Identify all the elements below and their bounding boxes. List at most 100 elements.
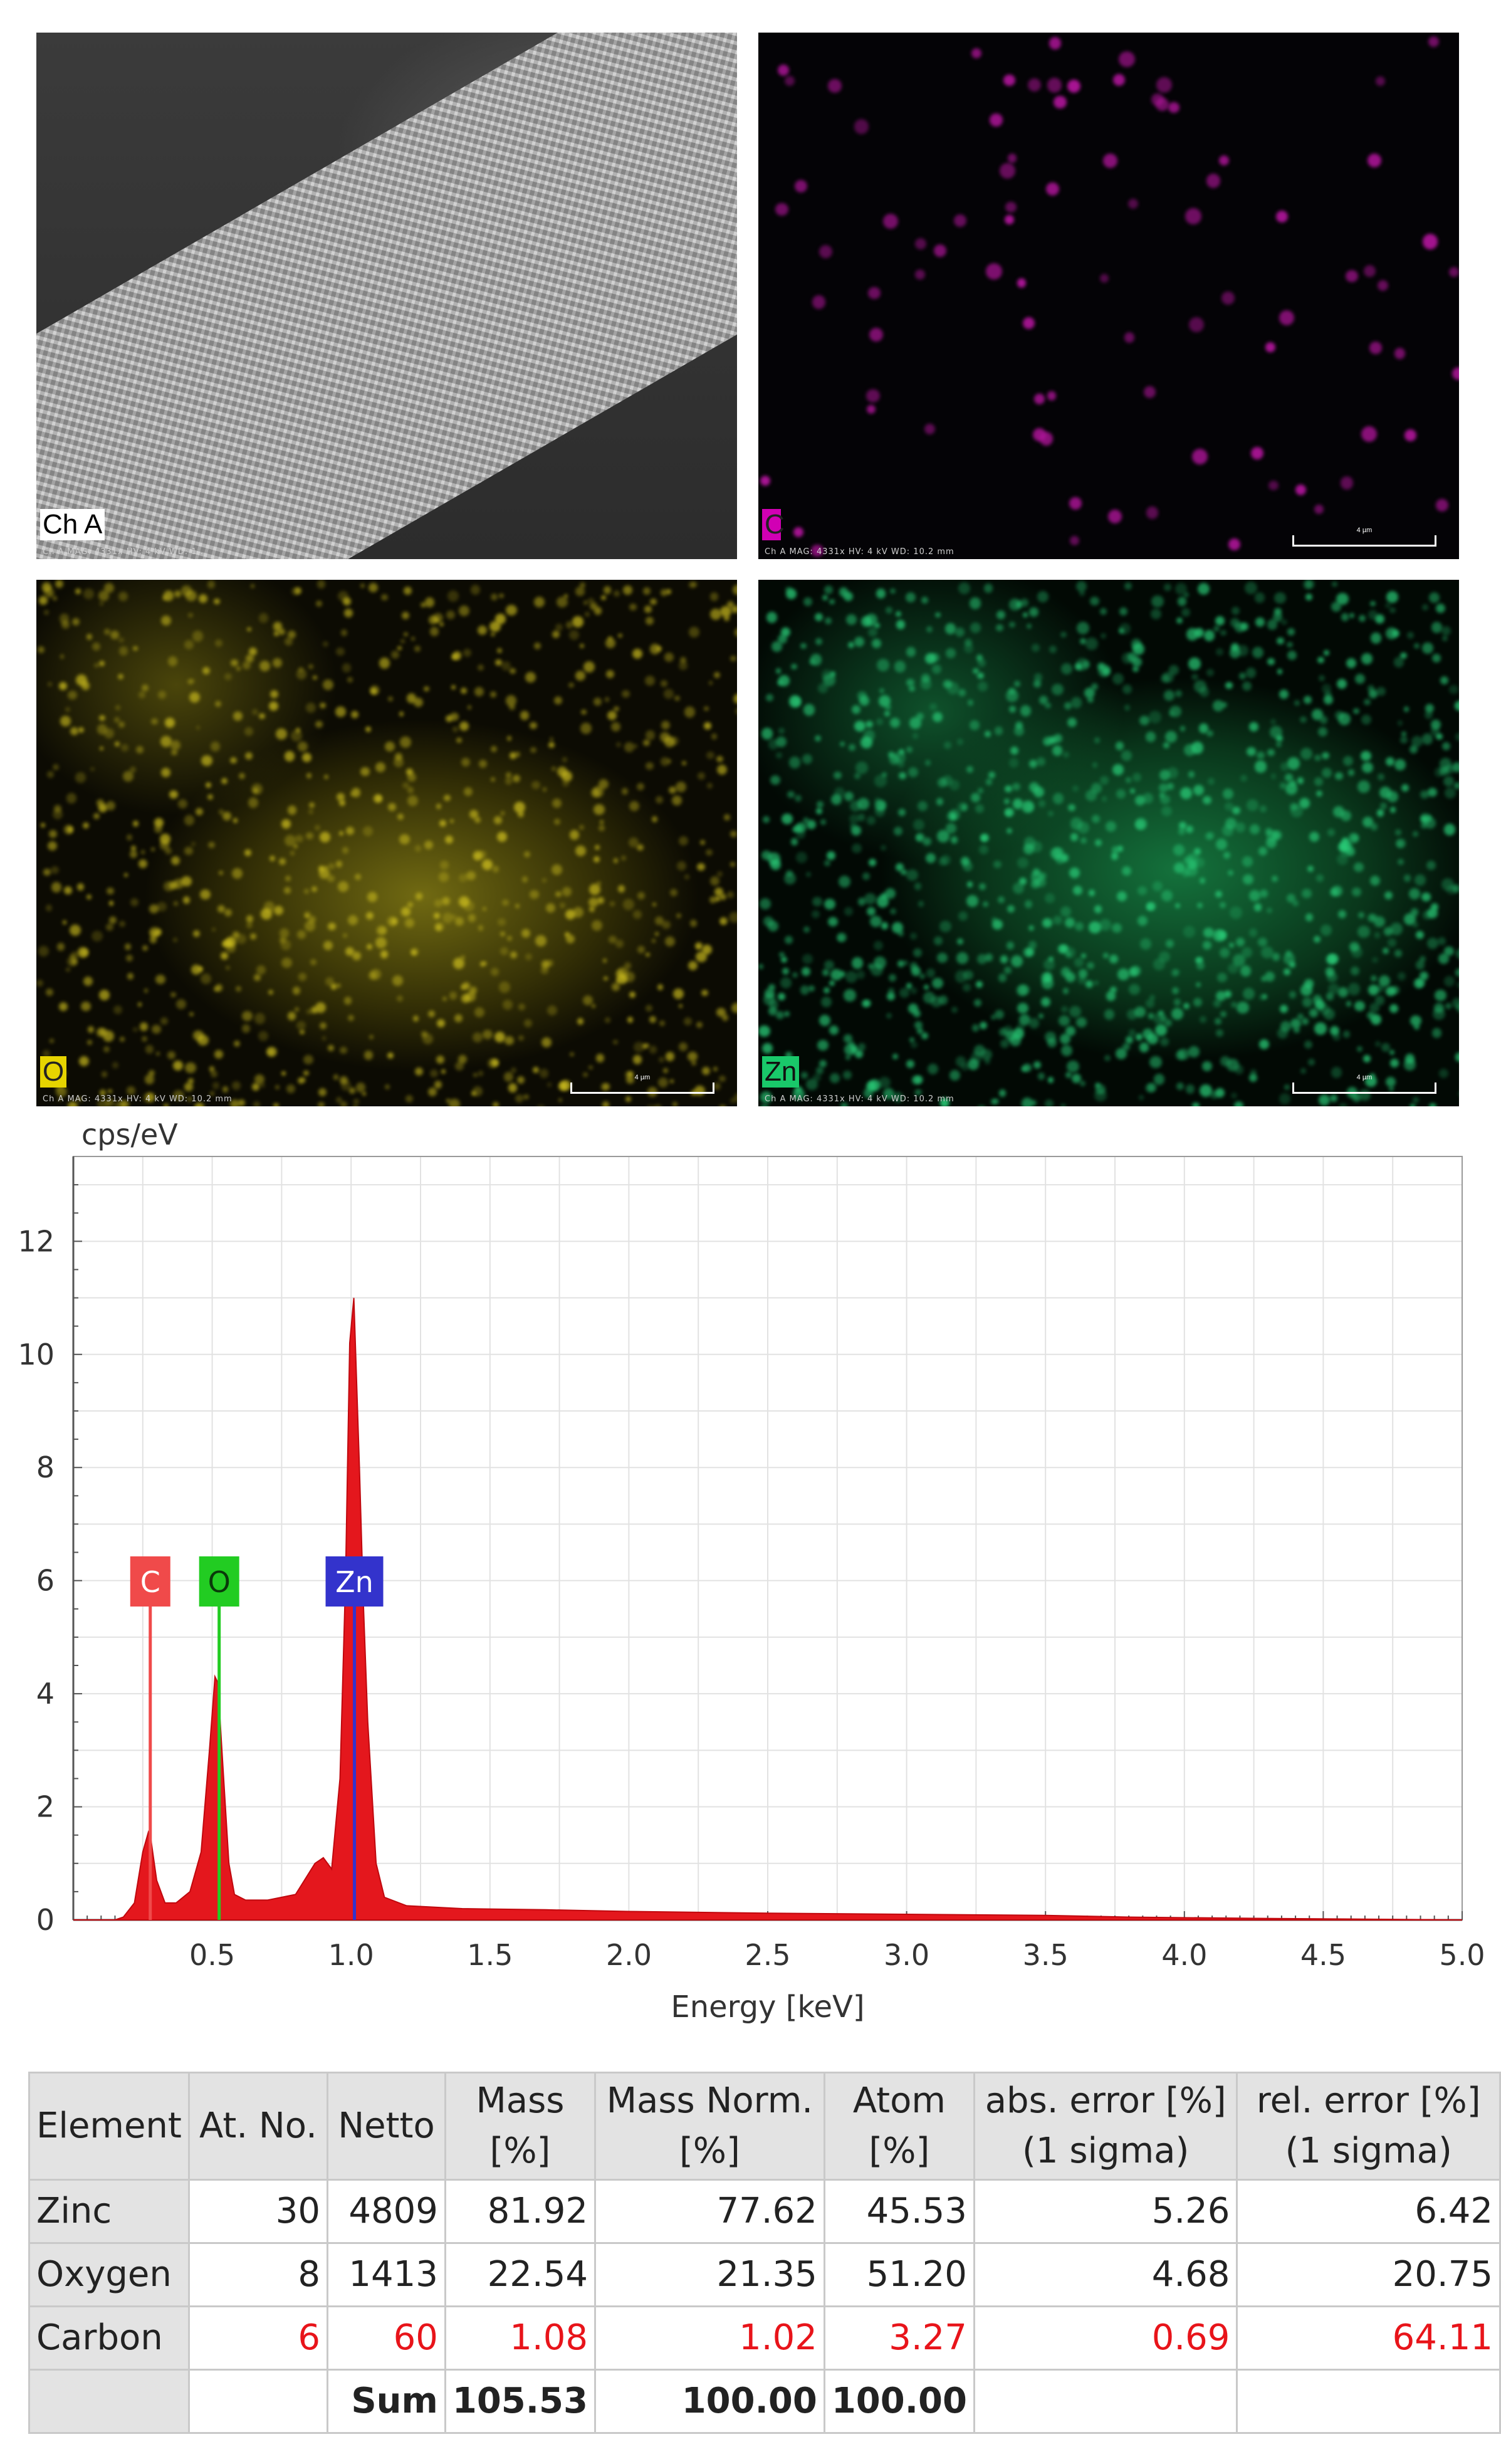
signal-dot (397, 814, 404, 820)
signal-dot (157, 901, 167, 911)
signal-dot (792, 972, 798, 978)
signal-dot (108, 901, 114, 906)
signal-dot (366, 912, 374, 920)
signal-dot (845, 970, 857, 983)
signal-dot (1199, 878, 1206, 884)
signal-dot (565, 932, 570, 937)
signal-dot (906, 747, 913, 753)
signal-dot (1395, 829, 1402, 836)
signal-dot (995, 1010, 1005, 1020)
signal-dot (843, 1034, 852, 1043)
signal-dot (932, 664, 942, 674)
signal-dot (1132, 772, 1142, 782)
signal-dot (909, 717, 921, 729)
signal-dot (978, 681, 988, 692)
signal-dot (50, 1038, 55, 1043)
signal-dot (200, 889, 211, 900)
signal-dot (119, 1036, 125, 1042)
signal-dot (126, 834, 133, 841)
signal-dot (985, 953, 993, 962)
header-atom-line2: [%] (869, 2131, 930, 2171)
signal-dot (1066, 951, 1072, 957)
signal-dot (137, 1002, 142, 1007)
signal-dot (259, 713, 265, 720)
signal-dot (1362, 762, 1373, 773)
carbon-scale-bar: 4 µm (1292, 527, 1436, 547)
signal-dot (1254, 592, 1265, 603)
signal-dot (1117, 891, 1127, 901)
signal-dot (320, 832, 330, 842)
signal-dot (51, 866, 59, 874)
signal-dot (1103, 953, 1109, 959)
signal-dot (1215, 1088, 1225, 1098)
signal-dot (1273, 612, 1283, 622)
signal-dot (954, 627, 965, 637)
signal-dot (1101, 632, 1107, 639)
signal-dot (490, 1059, 499, 1067)
signal-dot (971, 1024, 980, 1032)
cell-empty (1236, 2369, 1501, 2434)
signal-dot (824, 617, 832, 624)
signal-dot (759, 898, 771, 910)
signal-dot (123, 873, 128, 878)
signal-dot (211, 1071, 218, 1077)
signal-dot (69, 954, 75, 959)
signal-dot (945, 822, 956, 834)
signal-dot (551, 864, 562, 876)
signal-dot (71, 952, 78, 959)
y-axis-label: cps/eV (81, 1118, 178, 1151)
signal-dot (1164, 583, 1172, 592)
signal-dot (549, 737, 553, 742)
signal-dot (1147, 904, 1154, 911)
signal-dot (719, 1076, 726, 1083)
signal-dot (245, 752, 253, 760)
signal-dot (105, 923, 113, 931)
signal-dot (477, 626, 487, 636)
signal-dot (721, 1014, 729, 1021)
signal-dot (581, 709, 587, 715)
signal-dot (1314, 754, 1321, 762)
signal-dot (676, 913, 681, 918)
signal-dot (1389, 807, 1396, 813)
signal-dot (1103, 154, 1117, 168)
signal-dot (1197, 582, 1210, 595)
signal-dot (962, 861, 973, 871)
signal-dot (1124, 582, 1132, 590)
signal-dot (864, 893, 876, 905)
signal-dot (100, 747, 104, 751)
signal-dot (794, 795, 802, 802)
signal-dot (48, 591, 53, 595)
signal-dot (701, 1067, 710, 1076)
signal-dot (370, 687, 378, 695)
signal-dot (1250, 447, 1263, 460)
signal-dot (278, 628, 285, 636)
signal-dot (985, 731, 991, 737)
signal-dot (1341, 612, 1349, 621)
signal-dot (174, 590, 182, 597)
signal-dot (1283, 952, 1295, 965)
signal-dot (839, 971, 846, 977)
signal-dot (595, 1054, 604, 1062)
signal-dot (857, 798, 870, 810)
signal-dot (879, 802, 886, 809)
signal-dot (821, 669, 832, 681)
signal-dot (886, 1012, 892, 1019)
signal-dot (1280, 1020, 1292, 1032)
signal-dot (1091, 782, 1102, 794)
signal-dot (1431, 720, 1441, 730)
signal-dot (884, 704, 891, 711)
signal-dot (62, 920, 67, 925)
signal-dot (379, 658, 390, 669)
oxygen-map-label: O (40, 1056, 67, 1088)
signal-dot (592, 786, 604, 797)
cell-element: Carbon (28, 2305, 190, 2371)
signal-dot (1455, 1052, 1459, 1062)
signal-dot (279, 928, 290, 938)
signal-dot (1300, 716, 1307, 723)
signal-dot (510, 952, 517, 958)
signal-dot (1099, 274, 1109, 283)
signal-dot (905, 592, 916, 603)
signal-dot (958, 688, 966, 697)
signal-dot (1308, 1058, 1315, 1066)
signal-dot (679, 1042, 688, 1052)
